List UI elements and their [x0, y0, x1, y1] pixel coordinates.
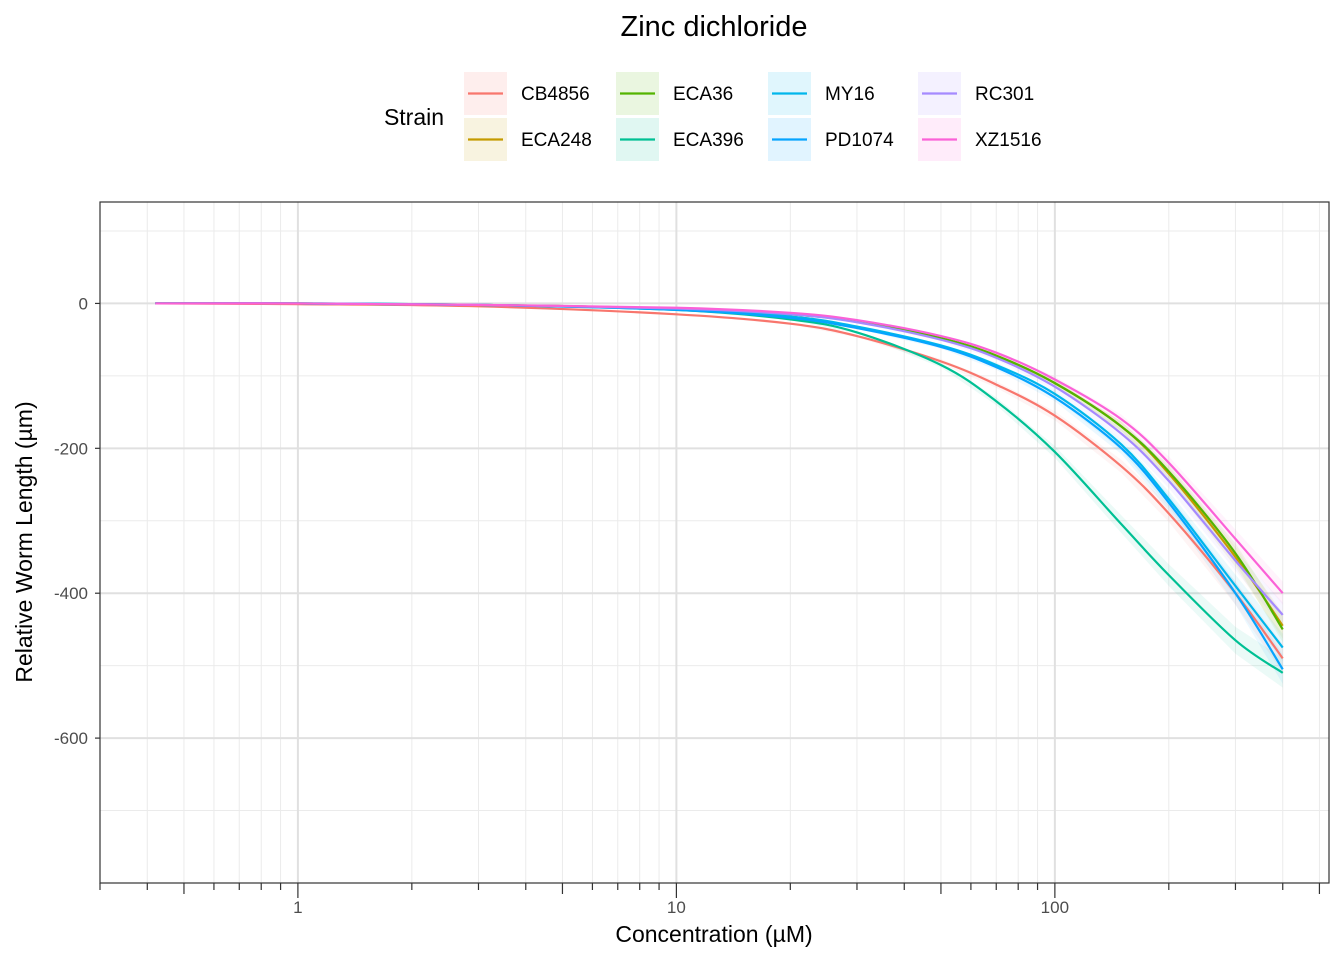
- legend-label: ECA396: [673, 130, 744, 151]
- chart-title: Zinc dichloride: [621, 11, 808, 43]
- x-tick-label: 10: [667, 898, 686, 917]
- y-axis-title: Relative Worm Length (µm): [11, 401, 37, 682]
- x-axis-title: Concentration (µM): [615, 921, 812, 947]
- legend-label: RC301: [975, 84, 1034, 105]
- legend-label: MY16: [825, 84, 875, 105]
- y-tick-label: 0: [79, 294, 88, 313]
- plot-panel-border: [99, 201, 1330, 884]
- x-tick-label: 100: [1041, 898, 1069, 917]
- legend-label: ECA248: [521, 130, 592, 151]
- y-tick-label: -400: [54, 584, 88, 603]
- series-lines: [155, 302, 1284, 674]
- series-line-xz1516: [155, 302, 1284, 594]
- y-tick-label: -600: [54, 729, 88, 748]
- legend-label: ECA36: [673, 84, 733, 105]
- legend-title: Strain: [384, 104, 444, 130]
- axes: 1 10 100 0 -200 -400 -600: [54, 294, 1321, 917]
- legend: Strain CB4856 ECA248 ECA36 ECA396 MY16 PD1074…: [384, 72, 1042, 161]
- legend-label: PD1074: [825, 130, 894, 151]
- y-tick-label: -200: [54, 439, 88, 458]
- legend-label: XZ1516: [975, 130, 1042, 151]
- plot-panel-background: [100, 202, 1329, 883]
- legend-label: CB4856: [521, 84, 590, 105]
- x-tick-label: 1: [293, 898, 302, 917]
